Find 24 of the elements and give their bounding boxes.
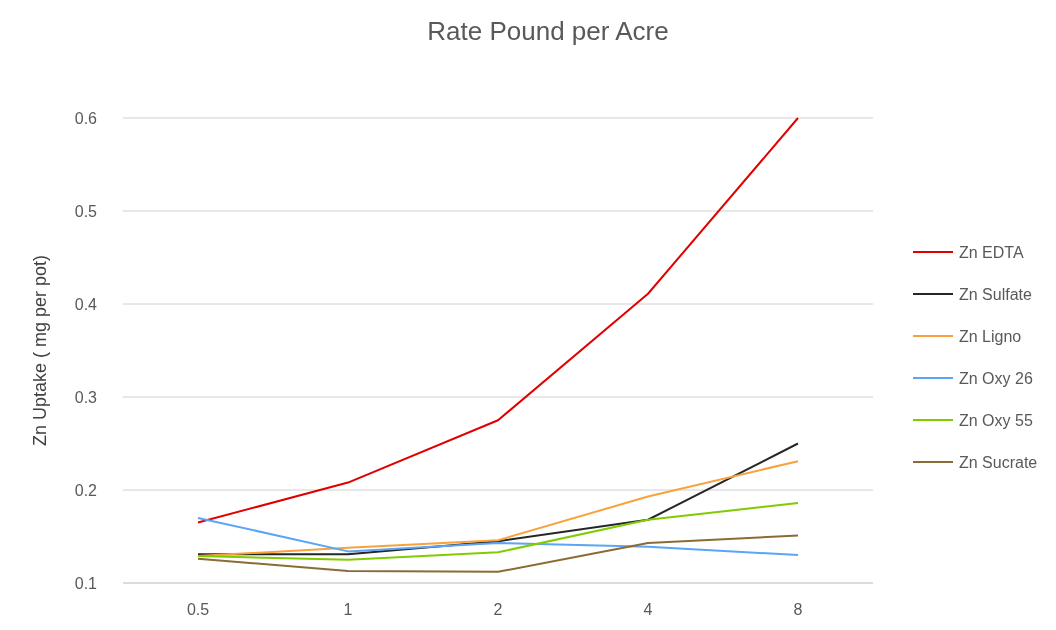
legend-label: Zn EDTA bbox=[959, 244, 1024, 261]
line-series bbox=[197, 502, 799, 561]
legend-label: Zn Ligno bbox=[959, 328, 1022, 345]
x-tick-label: 8 bbox=[793, 601, 803, 618]
x-tick-label: 2 bbox=[493, 601, 503, 618]
line-series bbox=[197, 117, 799, 524]
line-series bbox=[197, 442, 799, 556]
legend-label: Zn Oxy 55 bbox=[959, 412, 1033, 429]
legend-label: Zn Sucrate bbox=[959, 454, 1038, 471]
legend-label: Zn Sulfate bbox=[959, 286, 1033, 303]
y-tick-label: 0.5 bbox=[74, 203, 98, 220]
y-tick-label: 0.1 bbox=[74, 575, 98, 592]
y-tick-label: 0.2 bbox=[74, 482, 98, 499]
chart-title: Rate Pound per Acre bbox=[427, 16, 669, 46]
y-tick-label: 0.6 bbox=[74, 110, 98, 127]
x-tick-label: 0.5 bbox=[186, 601, 210, 618]
x-tick-label: 1 bbox=[343, 601, 353, 618]
line-series bbox=[197, 534, 799, 573]
y-axis-title: Zn Uptake ( mg per pot) bbox=[30, 254, 50, 447]
y-tick-label: 0.4 bbox=[74, 296, 98, 313]
legend-label: Zn Oxy 26 bbox=[959, 370, 1033, 387]
y-tick-label: 0.3 bbox=[74, 389, 98, 406]
x-tick-label: 4 bbox=[643, 601, 653, 618]
line-series bbox=[197, 516, 799, 557]
